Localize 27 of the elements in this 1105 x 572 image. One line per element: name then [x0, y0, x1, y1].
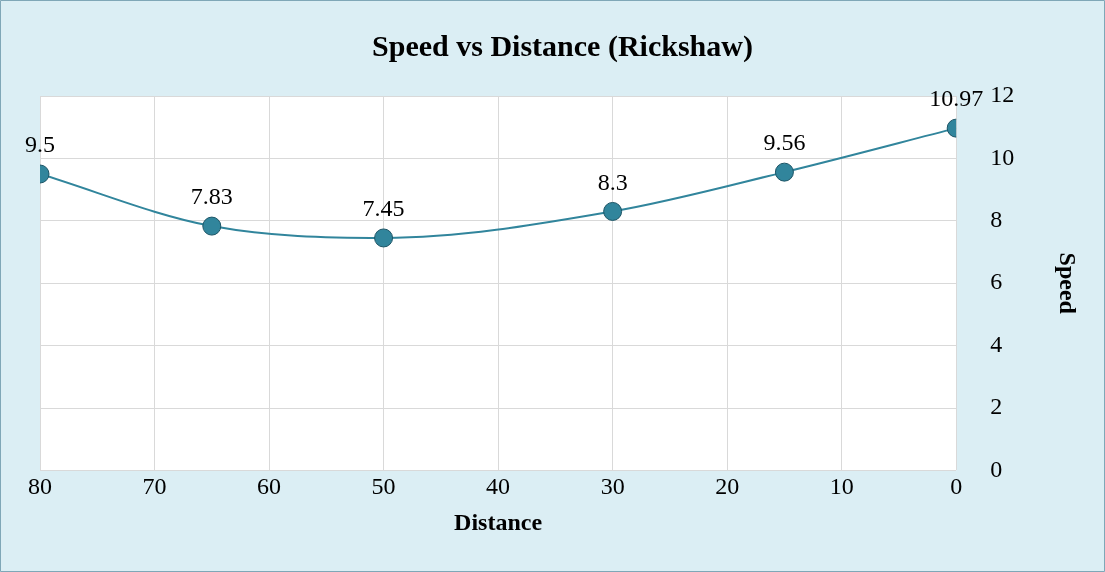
x-tick-label: 10: [829, 473, 854, 500]
data-label: 7.83: [190, 183, 233, 210]
y-tick-label: 10: [990, 143, 1015, 170]
point: [374, 228, 394, 248]
point: [603, 201, 623, 221]
data-label: 8.3: [597, 168, 628, 195]
y-tick-label: 8: [990, 206, 1003, 233]
x-tick-label: 50: [371, 473, 396, 500]
x-tick-label: 70: [142, 473, 167, 500]
data-label: 10.97: [929, 85, 984, 112]
y-tick-label: 0: [990, 455, 1003, 482]
x-tick-label: 30: [600, 473, 625, 500]
data-label: 7.45: [362, 195, 405, 222]
x-tick-label: 80: [28, 473, 52, 500]
y-tick-label: 2: [990, 393, 1003, 420]
x-tick-label: 60: [257, 473, 282, 500]
x-axis-title: Distance: [454, 508, 543, 535]
x-tick-label: 20: [715, 473, 740, 500]
chart-title: Speed vs Distance (Rickshaw): [372, 28, 753, 63]
y-tick-label: 12: [990, 81, 1015, 108]
data-label: 9.56: [763, 129, 806, 156]
x-tick-label: 0: [950, 473, 963, 500]
y-axis-title: Speed: [1055, 252, 1082, 315]
y-tick-label: 4: [990, 330, 1003, 357]
y-tick-label: 6: [990, 268, 1003, 295]
x-tick-label: 40: [486, 473, 511, 500]
data-label: 9.5: [25, 131, 55, 158]
